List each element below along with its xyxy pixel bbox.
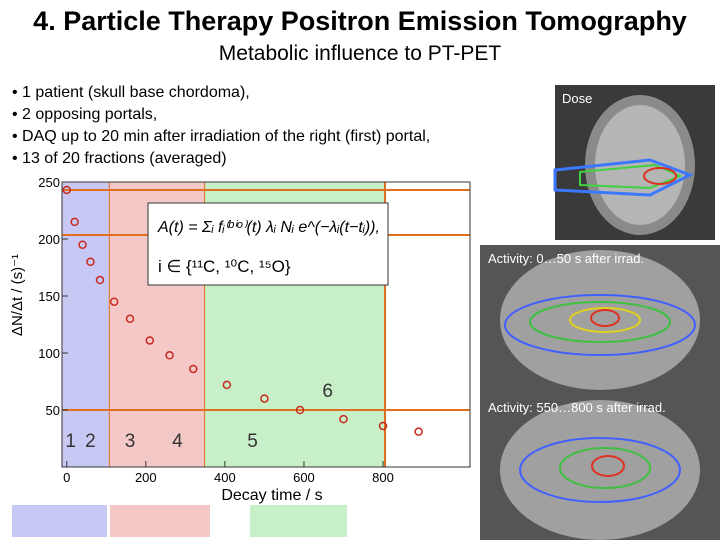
y-tick-label: 50 <box>46 403 60 418</box>
slide-subtitle: Metabolic influence to PT-PET <box>218 42 502 65</box>
region-label: 5 <box>247 431 258 452</box>
bullet: 13 of 20 fractions (averaged) <box>12 148 430 170</box>
y-tick-label: 200 <box>38 232 60 247</box>
y-tick-label: 100 <box>38 346 60 361</box>
data-point <box>165 351 174 360</box>
data-point <box>295 405 305 415</box>
plot-area: 50 100 150 200 250 0 200 400 600 800 1 2 3 4 5 6 A(t) = … <box>9 175 471 504</box>
plot-frame <box>61 181 471 468</box>
x-tick-label: 0 <box>63 470 70 485</box>
region-label: 2 <box>85 431 96 452</box>
image-label: Activity: 550…800 s after irrad. <box>488 400 666 415</box>
data-point <box>222 380 232 390</box>
region-label: 6 <box>322 381 333 402</box>
bullet: 2 opposing portals, <box>12 104 430 126</box>
data-point <box>70 217 79 227</box>
data-point <box>189 364 198 374</box>
data-point <box>339 414 348 424</box>
region-label: 1 <box>65 431 76 452</box>
region <box>62 182 110 467</box>
dose-image: Dose <box>553 85 715 240</box>
y-tick-label: 250 <box>38 175 60 190</box>
region-label: 4 <box>172 431 183 452</box>
formula: A(t) = Σᵢ fᵢ⁽ᵇⁱᵒ⁾(t) λᵢ Nᵢ e^(−λᵢ(t−tᵢ))… <box>157 219 380 236</box>
data-point <box>145 336 155 345</box>
image-label: Dose <box>562 91 592 106</box>
y-tick-label: 150 <box>38 289 60 304</box>
bullet: DAQ up to 20 min after irradiation of th… <box>12 126 430 148</box>
swatch <box>12 505 107 537</box>
slide-title: 4. Particle Therapy Positron Emission To… <box>33 6 687 36</box>
x-tick-label: 400 <box>214 470 236 485</box>
swatch <box>250 505 347 537</box>
x-tick-label: 200 <box>135 470 157 485</box>
swatch <box>110 505 210 537</box>
activity-late-image: Activity: 550…800 s after irrad. <box>480 395 720 540</box>
data-point <box>62 185 71 195</box>
data-point <box>125 314 135 324</box>
bullet: 1 patient (skull base chordoma), <box>12 82 430 104</box>
data-point <box>86 257 95 267</box>
formula: i ∈ {¹¹C, ¹⁰C, ¹⁵O} <box>158 257 291 276</box>
y-axis-label: ΔN/Δt / (s)⁻¹ <box>9 254 26 336</box>
x-axis-label: Decay time / s <box>221 487 322 504</box>
formula-box <box>147 202 389 286</box>
image-label: Activity: 0…50 s after irrad. <box>488 251 644 266</box>
region-label: 3 <box>125 431 136 452</box>
data-point <box>260 394 269 403</box>
x-tick-label: 600 <box>293 470 315 485</box>
activity-early-image: Activity: 0…50 s after irrad. <box>480 245 720 395</box>
data-point <box>378 421 388 431</box>
data-point <box>95 275 105 285</box>
data-point <box>78 240 87 249</box>
data-point <box>414 427 423 436</box>
x-tick-label: 800 <box>372 470 394 485</box>
bullet-list: 1 patient (skull base chordoma), 2 oppos… <box>12 82 430 170</box>
data-point <box>109 297 119 306</box>
